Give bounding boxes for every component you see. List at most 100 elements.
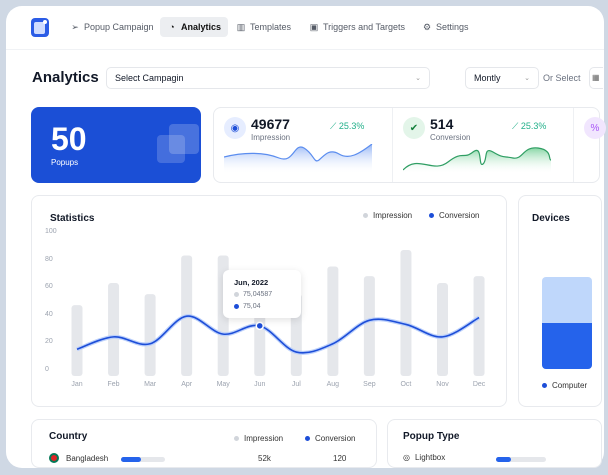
tab-popup-campaign[interactable]: ➢ Popup Campaign <box>63 17 161 37</box>
tab-label: Templates <box>250 22 292 32</box>
y-tick-label: 60 <box>45 283 53 291</box>
x-tick-label: Dec <box>472 381 486 388</box>
conversion-stat: ✔ 514 Conversion ⟋ 25.3% <box>393 108 573 182</box>
popups-decor-icon <box>169 124 199 154</box>
tooltip-conversion: 75,04 <box>234 303 261 310</box>
stats-strip: ◉ 49677 Impression ⟋ 25.3% ✔ 514 Convers… <box>213 107 606 183</box>
legend-computer: Computer <box>542 381 587 390</box>
popups-decor-icon <box>157 135 185 163</box>
country-name: Bangladesh <box>66 453 109 463</box>
y-tick-label: 40 <box>45 310 53 318</box>
trend-up-icon: ⟋ <box>330 121 339 131</box>
impression-stat: ◉ 49677 Impression ⟋ 25.3% <box>214 108 392 182</box>
campaign-select-value: Select Campagin <box>115 73 184 83</box>
x-tick-label: Mar <box>144 381 157 388</box>
impression-bar[interactable] <box>327 266 339 377</box>
popup-type-row: ◎ Lightbox <box>403 453 445 462</box>
popup-type-progress <box>496 457 546 462</box>
popups-label: Popups <box>51 158 79 167</box>
popups-card: 50 Popups <box>31 107 201 183</box>
tab-templates[interactable]: ▥ Templates <box>229 17 298 37</box>
x-tick-label: Oct <box>400 381 412 388</box>
impression-bar[interactable] <box>400 249 412 376</box>
divider <box>392 108 393 182</box>
tooltip-conversion-value: 75,04 <box>243 303 261 310</box>
gear-icon: ⚙ <box>422 21 432 32</box>
impression-bar[interactable] <box>71 305 83 376</box>
legend-label: Impression <box>244 434 284 443</box>
computer-share-fill <box>542 323 592 369</box>
x-tick-label: May <box>216 381 230 388</box>
lightbox-icon: ◎ <box>403 453 410 462</box>
tab-triggers-targets[interactable]: ▣ Triggers and Targets <box>302 17 412 37</box>
y-tick-label: 100 <box>45 228 57 235</box>
percent-icon: % <box>584 117 606 139</box>
popup-type-title: Popup Type <box>403 431 460 442</box>
devices-card: Devices Computer <box>518 195 602 407</box>
legend-impression: Impression <box>234 434 283 443</box>
impression-bar[interactable] <box>108 283 120 376</box>
trend-up-icon: ⟋ <box>512 121 521 131</box>
country-impression: 52k <box>258 454 271 463</box>
x-tick-label: Aug <box>326 381 340 388</box>
conversion-line[interactable] <box>76 315 480 354</box>
tab-label: Popup Campaign <box>84 22 154 32</box>
legend-label: Impression <box>373 211 413 220</box>
country-card: Country Impression Conversion Bangladesh… <box>31 419 377 468</box>
rate-stat: % <box>574 108 606 182</box>
impression-bar[interactable] <box>437 283 448 376</box>
legend-conversion: Conversion <box>429 211 479 220</box>
conversion-change-value: 25.3% <box>520 121 547 131</box>
verified-badge-icon: ✔ <box>403 117 425 139</box>
country-progress <box>121 457 165 462</box>
tooltip-title: Jun, 2022 <box>234 278 269 287</box>
impression-value: 49677 <box>251 116 290 132</box>
date-picker[interactable]: ▦ <box>589 67 603 89</box>
statistics-chart <box>71 249 485 377</box>
tab-label: Analytics <box>181 22 222 32</box>
impression-sparkline <box>224 144 373 174</box>
tooltip-impression-value: 75,04587 <box>243 291 273 298</box>
y-tick-label: 20 <box>45 338 53 346</box>
statistics-title: Statistics <box>50 213 95 224</box>
chevron-down-icon: ⌄ <box>415 75 421 82</box>
impression-bar[interactable] <box>473 276 485 376</box>
app-window: ➢ Popup Campaign ◔ Analytics ▥ Templates ▣ T… <box>6 6 606 468</box>
impression-bar[interactable] <box>363 276 375 376</box>
impression-label: Impression <box>251 133 291 142</box>
impression-change: ⟋ 25.3% <box>330 121 364 132</box>
popups-count: 50 <box>51 121 87 157</box>
eye-icon: ◉ <box>224 117 246 139</box>
highlight-point[interactable] <box>255 321 264 331</box>
country-conversion: 120 <box>333 454 347 463</box>
calendar-icon: ▦ <box>592 73 600 82</box>
chevron-down-icon: ⌄ <box>524 75 530 82</box>
legend-impression: Impression <box>363 211 412 220</box>
period-select[interactable]: Montly ⌄ <box>465 67 539 89</box>
tooltip-impression: 75,04587 <box>234 291 272 298</box>
conversion-label: Conversion <box>430 133 471 142</box>
conversion-sparkline <box>403 147 552 174</box>
country-title: Country <box>49 431 88 442</box>
app-logo[interactable] <box>31 18 49 37</box>
tab-analytics[interactable]: ◔ Analytics <box>160 17 229 37</box>
tab-settings[interactable]: ⚙ Settings <box>415 17 476 37</box>
legend-label: Conversion <box>439 211 480 220</box>
trigger-icon: ▣ <box>309 21 319 32</box>
layout-icon: ▥ <box>236 21 246 32</box>
legend-label: Computer <box>552 381 588 390</box>
popup-type-card: Popup Type ◎ Lightbox <box>387 419 602 468</box>
x-tick-label: Nov <box>436 381 449 388</box>
send-icon: ➢ <box>71 21 79 32</box>
x-tick-label: Jan <box>71 381 83 388</box>
devices-title: Devices <box>532 213 570 224</box>
devices-bar <box>542 277 592 369</box>
popup-type-name: Lightbox <box>414 453 446 462</box>
tab-label: Settings <box>436 22 469 32</box>
campaign-select[interactable]: Select Campagin ⌄ <box>106 67 430 89</box>
conversion-value: 514 <box>430 116 454 132</box>
period-select-value: Montly <box>474 73 501 83</box>
impression-bar[interactable] <box>144 294 156 376</box>
legend-conversion: Conversion <box>305 434 355 443</box>
conversion-change: ⟋ 25.3% <box>512 121 546 132</box>
